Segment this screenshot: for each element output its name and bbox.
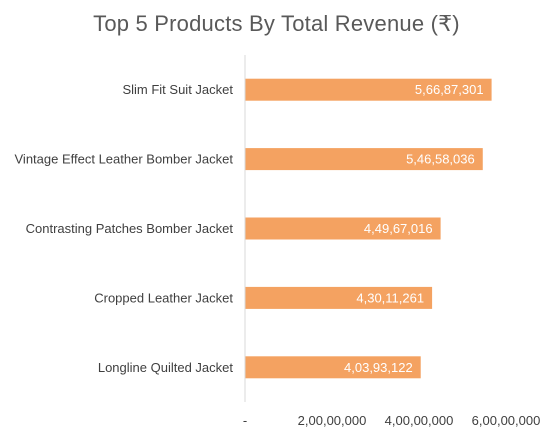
x-tick-label: - — [243, 413, 247, 428]
labels-layer: 5,66,87,301 Slim Fit Suit Jacket 5,46,58,0… — [15, 82, 484, 375]
category-label: Vintage Effect Leather Bomber Jacket — [15, 152, 234, 167]
category-label: Slim Fit Suit Jacket — [122, 82, 233, 97]
bar — [245, 356, 421, 379]
bar — [245, 286, 433, 309]
axis-layer: - 2,00,00,000 4,00,00,000 6,00,00,000 — [243, 55, 541, 428]
bar — [245, 78, 492, 101]
x-tick-label: 4,00,00,000 — [385, 413, 454, 428]
bar — [245, 217, 441, 240]
data-label: 4,03,93,122 — [344, 360, 413, 375]
x-tick-label: 2,00,00,000 — [298, 413, 367, 428]
category-label: Contrasting Patches Bomber Jacket — [26, 221, 234, 236]
data-label: 5,66,87,301 — [415, 82, 484, 97]
bar — [245, 148, 483, 171]
chart-title: Top 5 Products By Total Revenue (₹) — [93, 11, 460, 36]
x-tick-label: 6,00,00,000 — [472, 413, 541, 428]
data-label: 4,49,67,016 — [364, 221, 433, 236]
category-label: Cropped Leather Jacket — [94, 290, 233, 305]
category-label: Longline Quilted Jacket — [98, 360, 234, 375]
bars-layer — [245, 78, 492, 379]
data-label: 5,46,58,036 — [406, 152, 475, 167]
data-label: 4,30,11,261 — [356, 290, 424, 305]
